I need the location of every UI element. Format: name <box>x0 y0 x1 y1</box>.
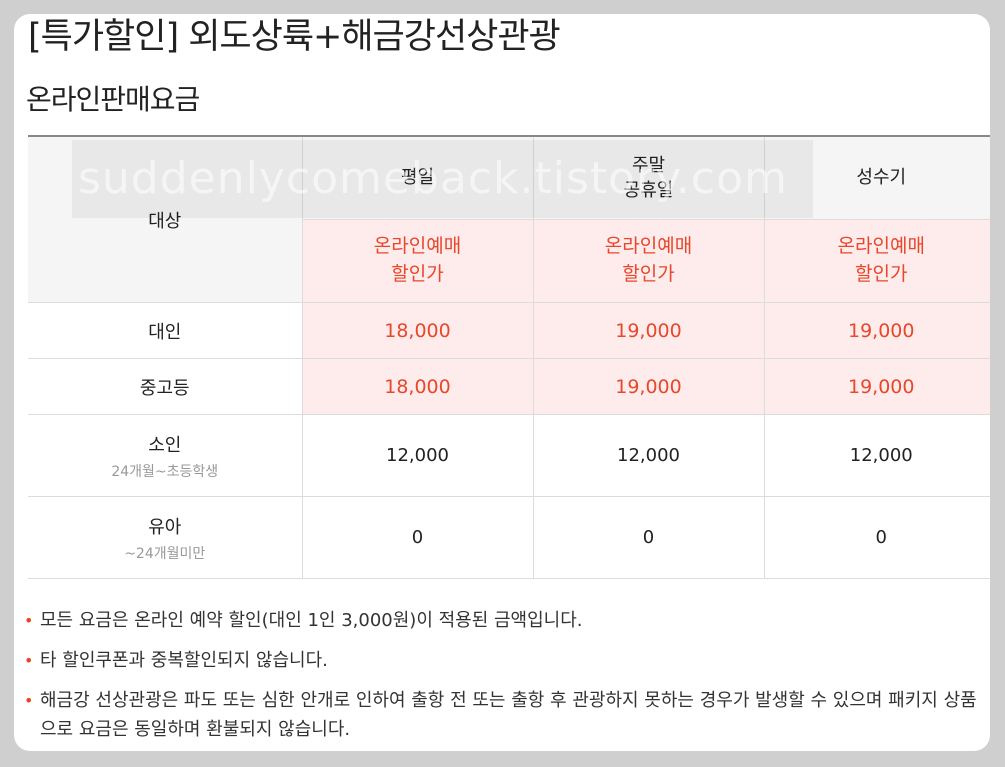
notes-list: • 모든 요금은 온라인 예약 할인(대인 1인 3,000원)이 적용된 금액입… <box>24 606 984 751</box>
table-row-adult: 대인 18,000 19,000 19,000 <box>28 302 990 359</box>
season-header-weekend: 주말 공휴일 <box>532 135 764 220</box>
price-cell: 12,000 <box>301 414 533 497</box>
price-table: 대상 평일 주말 공휴일 성수기 온라인예매 할인가 온라인예매 할인가 온라인… <box>28 135 990 579</box>
table-row-child: 소인 24개월~초등학생 12,000 12,000 12,000 <box>28 414 990 497</box>
target-header: 대상 <box>28 135 302 303</box>
price-cell: 0 <box>301 496 533 579</box>
bullet-icon: • <box>24 691 34 710</box>
note-item: • 모든 요금은 온라인 예약 할인(대인 1인 3,000원)이 적용된 금액입… <box>24 606 984 635</box>
row-label: 중고등 <box>28 358 302 415</box>
row-sublabel: ~24개월미만 <box>124 545 206 562</box>
row-label: 대인 <box>28 302 302 359</box>
season-label: 성수기 <box>856 167 907 189</box>
row-label: 유아 <box>148 516 182 538</box>
bullet-icon: • <box>24 611 34 630</box>
season-label: 평일 <box>400 167 435 189</box>
table-row-youth: 중고등 18,000 19,000 19,000 <box>28 358 990 415</box>
online-discount-header: 온라인예매 할인가 <box>763 219 990 303</box>
bullet-icon: • <box>24 651 34 670</box>
section-title: 온라인판매요금 <box>26 83 200 116</box>
price-cell: 18,000 <box>301 302 533 359</box>
price-cell: 19,000 <box>532 302 764 359</box>
season-header-row: 대상 평일 주말 공휴일 성수기 <box>28 135 990 303</box>
season-label-sub: 공휴일 <box>623 180 674 201</box>
season-header-peak: 성수기 <box>763 135 990 220</box>
note-item: • 해금강 선상관광은 파도 또는 심한 안개로 인하여 출항 전 또는 출항 후… <box>24 686 984 744</box>
online-discount-header: 온라인예매 할인가 <box>532 219 764 303</box>
row-label-cell: 유아 ~24개월미만 <box>28 496 302 579</box>
season-header-weekday: 평일 <box>301 135 533 220</box>
price-cell: 19,000 <box>763 302 990 359</box>
row-label: 소인 <box>148 434 182 456</box>
row-sublabel: 24개월~초등학생 <box>111 463 219 480</box>
online-discount-header: 온라인예매 할인가 <box>301 219 533 303</box>
price-cell: 18,000 <box>301 358 533 415</box>
price-cell: 12,000 <box>532 414 764 497</box>
content-card: [특가할인] 외도상륙+해금강선상관광 온라인판매요금 대상 평일 주말 공휴일… <box>14 14 990 751</box>
price-cell: 12,000 <box>763 414 990 497</box>
page-title: [특가할인] 외도상륙+해금강선상관광 <box>28 17 561 57</box>
row-label-cell: 소인 24개월~초등학생 <box>28 414 302 497</box>
price-cell: 0 <box>763 496 990 579</box>
price-cell: 19,000 <box>763 358 990 415</box>
table-row-infant: 유아 ~24개월미만 0 0 0 <box>28 496 990 579</box>
online-header-row: 온라인예매 할인가 온라인예매 할인가 온라인예매 할인가 <box>28 219 990 303</box>
season-label: 주말 <box>631 154 666 176</box>
price-cell: 19,000 <box>532 358 764 415</box>
note-item: • 타 할인쿠폰과 중복할인되지 않습니다. <box>24 646 984 675</box>
price-cell: 0 <box>532 496 764 579</box>
